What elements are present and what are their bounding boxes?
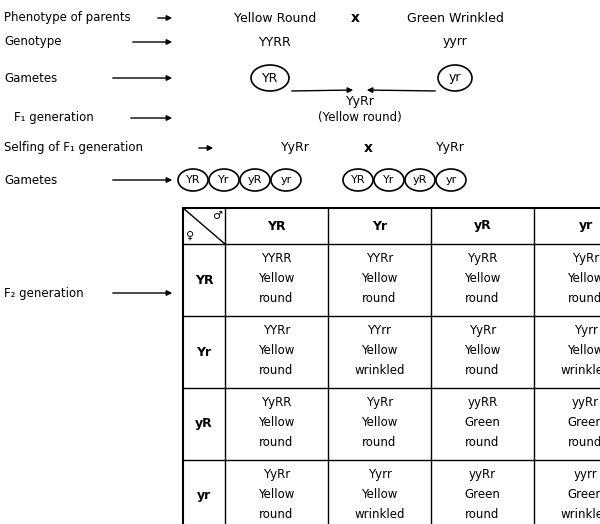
Text: yr: yr: [280, 175, 292, 185]
Text: Yyrr: Yyrr: [574, 324, 598, 337]
Text: round: round: [466, 291, 500, 304]
Text: YyRr: YyRr: [436, 141, 464, 155]
Text: round: round: [259, 435, 293, 449]
Text: Yr: Yr: [218, 175, 230, 185]
Text: Yellow: Yellow: [568, 344, 600, 357]
Text: wrinkled: wrinkled: [560, 508, 600, 520]
Text: YyRr: YyRr: [366, 396, 393, 409]
Text: Yr: Yr: [196, 345, 212, 358]
Text: yyRr: yyRr: [572, 396, 599, 409]
Text: Yellow: Yellow: [464, 272, 500, 285]
Text: YyRR: YyRR: [262, 396, 292, 409]
Text: Yellow: Yellow: [361, 272, 398, 285]
Text: round: round: [362, 291, 397, 304]
Text: ♂: ♂: [212, 211, 222, 221]
Text: round: round: [259, 291, 293, 304]
Text: YYrr: YYrr: [367, 324, 392, 337]
Text: Green: Green: [464, 416, 500, 429]
Text: F₂ generation: F₂ generation: [4, 287, 83, 300]
Text: Yellow: Yellow: [361, 416, 398, 429]
Text: yyrr: yyrr: [574, 468, 598, 481]
Text: YyRr: YyRr: [346, 95, 374, 108]
Text: YyRr: YyRr: [281, 141, 310, 155]
Text: Yellow Round: Yellow Round: [234, 12, 316, 25]
Text: YyRr: YyRr: [469, 324, 496, 337]
Text: Green: Green: [568, 488, 600, 501]
Text: yR: yR: [248, 175, 262, 185]
Text: round: round: [259, 364, 293, 377]
Text: YR: YR: [262, 71, 278, 84]
Text: YYRr: YYRr: [366, 252, 393, 265]
Text: Yr: Yr: [372, 220, 387, 233]
Text: Yellow: Yellow: [259, 344, 295, 357]
Text: Green: Green: [568, 416, 600, 429]
Text: yr: yr: [197, 489, 211, 503]
Text: Yellow: Yellow: [464, 344, 500, 357]
Text: yr: yr: [578, 220, 593, 233]
Text: round: round: [568, 291, 600, 304]
Text: yr: yr: [449, 71, 461, 84]
Text: YYRR: YYRR: [259, 36, 292, 49]
Text: Selfing of F₁ generation: Selfing of F₁ generation: [4, 141, 143, 155]
Text: YyRr: YyRr: [263, 468, 290, 481]
Text: YR: YR: [186, 175, 200, 185]
Text: YYRr: YYRr: [263, 324, 290, 337]
Text: Yellow: Yellow: [259, 272, 295, 285]
Text: YyRR: YyRR: [467, 252, 497, 265]
Text: round: round: [259, 508, 293, 520]
Text: yR: yR: [195, 418, 213, 431]
Text: wrinkled: wrinkled: [560, 364, 600, 377]
Text: x: x: [350, 11, 359, 25]
Text: Gametes: Gametes: [4, 173, 57, 187]
Text: Yyrr: Yyrr: [368, 468, 391, 481]
Text: Yellow: Yellow: [259, 416, 295, 429]
Text: Yellow: Yellow: [259, 488, 295, 501]
Text: round: round: [568, 435, 600, 449]
Text: round: round: [466, 364, 500, 377]
Text: YR: YR: [351, 175, 365, 185]
Text: F₁ generation: F₁ generation: [14, 112, 94, 125]
Text: Yellow: Yellow: [361, 344, 398, 357]
Text: yR: yR: [413, 175, 427, 185]
Text: x: x: [364, 141, 373, 155]
Text: ♀: ♀: [186, 231, 194, 241]
Text: yr: yr: [445, 175, 457, 185]
Text: (Yellow round): (Yellow round): [318, 112, 402, 125]
Text: YR: YR: [194, 274, 214, 287]
Text: YYRR: YYRR: [261, 252, 292, 265]
Text: yyRr: yyRr: [469, 468, 496, 481]
Text: yyRR: yyRR: [467, 396, 497, 409]
Text: YyRr: YyRr: [572, 252, 599, 265]
Text: Yellow: Yellow: [361, 488, 398, 501]
Text: Gametes: Gametes: [4, 71, 57, 84]
Text: Green: Green: [464, 488, 500, 501]
Bar: [183, 208, 600, 524]
Text: round: round: [466, 508, 500, 520]
Text: round: round: [362, 435, 397, 449]
Text: yyrr: yyrr: [443, 36, 467, 49]
Text: yR: yR: [473, 220, 491, 233]
Text: Phenotype of parents: Phenotype of parents: [4, 12, 131, 25]
Text: YR: YR: [267, 220, 286, 233]
Text: Genotype: Genotype: [4, 36, 62, 49]
Text: Yr: Yr: [383, 175, 395, 185]
Text: wrinkled: wrinkled: [354, 508, 405, 520]
Text: wrinkled: wrinkled: [354, 364, 405, 377]
Text: Yellow: Yellow: [568, 272, 600, 285]
Text: round: round: [466, 435, 500, 449]
Text: Green Wrinkled: Green Wrinkled: [407, 12, 503, 25]
